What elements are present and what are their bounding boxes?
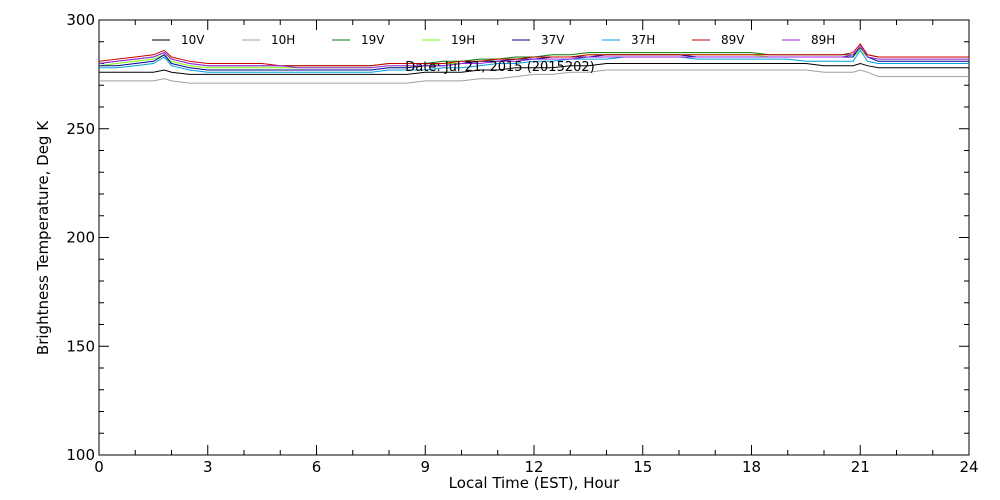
series-line-10h bbox=[99, 69, 969, 84]
legend-entry: 10H bbox=[271, 33, 295, 47]
y-tick-label: 300 bbox=[66, 11, 95, 29]
x-tick-label: 18 bbox=[742, 458, 761, 476]
x-tick-label: 12 bbox=[524, 458, 543, 476]
chart-subtitle: Date: Jul 21, 2015 (2015202) bbox=[405, 60, 594, 75]
x-tick-label: 15 bbox=[633, 458, 652, 476]
series-line-89h bbox=[98, 45, 969, 69]
plot-frame bbox=[98, 19, 970, 456]
legend-entry: 10V bbox=[181, 33, 205, 47]
y-tick-label: 200 bbox=[66, 229, 95, 247]
x-tick-label: 6 bbox=[312, 458, 322, 476]
y-tick-label: 150 bbox=[66, 337, 95, 355]
x-tick-label: 24 bbox=[959, 458, 978, 476]
x-tick-label: 0 bbox=[94, 458, 104, 476]
legend-entry: 37H bbox=[631, 33, 655, 47]
x-axis-label: Local Time (EST), Hour bbox=[449, 474, 620, 492]
legend-entry: 19V bbox=[361, 33, 385, 47]
y-axis-label: Brightness Temperature, Deg K bbox=[34, 120, 52, 355]
x-tick-label: 21 bbox=[851, 458, 870, 476]
y-tick-label: 250 bbox=[66, 120, 95, 138]
legend-entry: 89V bbox=[721, 33, 745, 47]
series-line-37h bbox=[99, 49, 969, 73]
legend-entry: 37V bbox=[541, 33, 565, 47]
tick-labels: 0 3 6 9 12 15 18 21 24 100 150 200 250 300 bbox=[66, 11, 978, 476]
y-tick-label: 100 bbox=[66, 446, 95, 464]
legend: 10V 10H 19V 19H 37V 37H 89V 89H bbox=[152, 33, 835, 47]
series-line-10v bbox=[99, 62, 969, 75]
axis-ticks bbox=[98, 19, 970, 456]
series-line-89v bbox=[98, 43, 969, 67]
x-tick-label: 3 bbox=[203, 458, 213, 476]
x-tick-label: 9 bbox=[420, 458, 430, 476]
legend-entry: 19H bbox=[451, 33, 475, 47]
legend-entry: 89H bbox=[811, 33, 835, 47]
series-line-37v bbox=[99, 45, 969, 71]
series-lines bbox=[98, 43, 969, 84]
